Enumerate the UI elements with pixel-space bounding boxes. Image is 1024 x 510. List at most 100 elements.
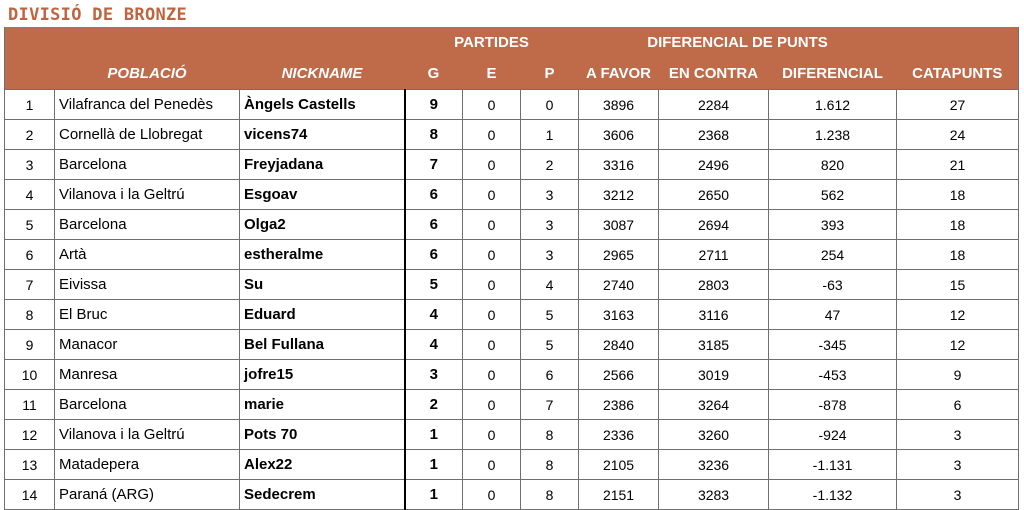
cell-p: 3: [519, 209, 580, 240]
cell-rank: 2: [4, 119, 55, 150]
cell-p: 7: [519, 389, 580, 420]
cell-poblacio: Eivissa: [54, 269, 240, 300]
cell-a-favor: 2740: [578, 269, 660, 300]
cell-poblacio: Cornellà de Llobregat: [54, 119, 240, 150]
col-p-header: P: [520, 58, 579, 90]
cell-rank: 11: [4, 389, 55, 420]
col-catapunts-header: CATAPUNTS: [896, 58, 1019, 90]
cell-nickname: Olga2: [239, 209, 406, 240]
table-row: 10 Manresa jofre15 3 0 6 2566 3019 -453 9: [4, 359, 1020, 390]
cell-poblacio: Vilafranca del Penedès: [54, 89, 240, 120]
cell-en-contra: 3019: [658, 359, 770, 390]
cell-rank: 4: [4, 179, 55, 210]
cell-catapunts: 15: [896, 269, 1020, 300]
header-group-partides: PARTIDES: [404, 27, 579, 58]
cell-p: 8: [519, 479, 580, 510]
cell-g: 1: [404, 479, 463, 510]
cell-diferencial: -345: [768, 329, 898, 360]
cell-en-contra: 3236: [658, 449, 770, 480]
cell-e: 0: [462, 239, 521, 270]
cell-a-favor: 3212: [578, 179, 660, 210]
header-spacer: [54, 27, 240, 58]
cell-a-favor: 2151: [578, 479, 660, 510]
header-spacer: [4, 27, 55, 58]
cell-e: 0: [462, 359, 521, 390]
cell-en-contra: 3185: [658, 329, 770, 360]
cell-p: 8: [519, 449, 580, 480]
cell-catapunts: 3: [896, 419, 1020, 450]
standings-table: PARTIDES DIFERENCIAL DE PUNTS POBLACIÓ N…: [4, 27, 1020, 510]
cell-a-favor: 2105: [578, 449, 660, 480]
cell-nickname: Àngels Castells: [239, 89, 406, 120]
cell-a-favor: 2965: [578, 239, 660, 270]
cell-en-contra: 3264: [658, 389, 770, 420]
cell-a-favor: 3163: [578, 299, 660, 330]
cell-e: 0: [462, 389, 521, 420]
cell-g: 2: [404, 389, 463, 420]
cell-en-contra: 2284: [658, 89, 770, 120]
cell-rank: 14: [4, 479, 55, 510]
cell-diferencial: -453: [768, 359, 898, 390]
cell-poblacio: Manacor: [54, 329, 240, 360]
cell-rank: 7: [4, 269, 55, 300]
col-nickname-header: NICKNAME: [239, 58, 405, 90]
cell-e: 0: [462, 209, 521, 240]
cell-p: 2: [519, 149, 580, 180]
cell-p: 5: [519, 329, 580, 360]
cell-catapunts: 12: [896, 329, 1020, 360]
cell-diferencial: 393: [768, 209, 898, 240]
cell-a-favor: 3087: [578, 209, 660, 240]
cell-p: 5: [519, 299, 580, 330]
table-row: 9 Manacor Bel Fullana 4 0 5 2840 3185 -345 12: [4, 329, 1020, 360]
col-favor-header: A FAVOR: [578, 58, 659, 90]
cell-poblacio: Paraná (ARG): [54, 479, 240, 510]
header-group-diferencial: DIFERENCIAL DE PUNTS: [578, 27, 897, 58]
table-row: 14 Paraná (ARG) Sedecrem 1 0 8 2151 3283 -1.132 3: [4, 479, 1020, 510]
cell-diferencial: -1.131: [768, 449, 898, 480]
cell-en-contra: 3283: [658, 479, 770, 510]
cell-en-contra: 2711: [658, 239, 770, 270]
cell-p: 1: [519, 119, 580, 150]
cell-poblacio: Barcelona: [54, 149, 240, 180]
cell-g: 6: [404, 209, 463, 240]
cell-rank: 6: [4, 239, 55, 270]
table-row: 11 Barcelona marie 2 0 7 2386 3264 -878 6: [4, 389, 1020, 420]
cell-g: 7: [404, 149, 463, 180]
cell-poblacio: Barcelona: [54, 209, 240, 240]
cell-poblacio: Artà: [54, 239, 240, 270]
cell-nickname: estheralme: [239, 239, 406, 270]
cell-e: 0: [462, 149, 521, 180]
cell-g: 6: [404, 179, 463, 210]
cell-poblacio: Manresa: [54, 359, 240, 390]
cell-rank: 10: [4, 359, 55, 390]
cell-rank: 5: [4, 209, 55, 240]
cell-nickname: marie: [239, 389, 406, 420]
cell-nickname: Esgoav: [239, 179, 406, 210]
cell-catapunts: 3: [896, 479, 1020, 510]
cell-a-favor: 2566: [578, 359, 660, 390]
cell-a-favor: 3606: [578, 119, 660, 150]
cell-nickname: Freyjadana: [239, 149, 406, 180]
cell-en-contra: 2803: [658, 269, 770, 300]
col-diferencial-header: DIFERENCIAL: [768, 58, 897, 90]
header-group-row: PARTIDES DIFERENCIAL DE PUNTS: [4, 27, 1019, 58]
col-e-header: E: [462, 58, 521, 90]
cell-p: 3: [519, 239, 580, 270]
cell-rank: 3: [4, 149, 55, 180]
cell-a-favor: 3896: [578, 89, 660, 120]
cell-diferencial: 562: [768, 179, 898, 210]
cell-p: 0: [519, 89, 580, 120]
header-spacer: [896, 27, 1019, 58]
cell-g: 1: [404, 419, 463, 450]
cell-poblacio: Vilanova i la Geltrú: [54, 179, 240, 210]
table-row: 6 Artà estheralme 6 0 3 2965 2711 254 18: [4, 239, 1020, 270]
table-row: 2 Cornellà de Llobregat vicens74 8 0 1 3606 236…: [4, 119, 1020, 150]
cell-p: 6: [519, 359, 580, 390]
cell-g: 3: [404, 359, 463, 390]
cell-diferencial: -924: [768, 419, 898, 450]
cell-g: 8: [404, 119, 463, 150]
cell-p: 8: [519, 419, 580, 450]
cell-nickname: Su: [239, 269, 406, 300]
cell-a-favor: 3316: [578, 149, 660, 180]
cell-en-contra: 2368: [658, 119, 770, 150]
